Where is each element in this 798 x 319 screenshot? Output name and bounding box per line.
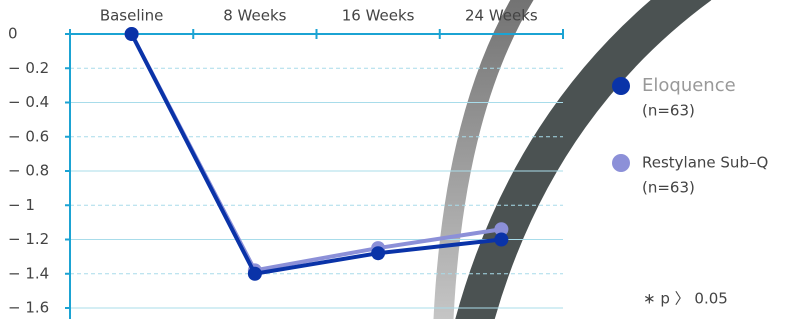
y-tick-label: − 1 bbox=[8, 196, 35, 214]
legend-label: Eloquence bbox=[642, 75, 736, 96]
point bbox=[248, 267, 262, 281]
legend-note: (n=63) bbox=[642, 102, 695, 120]
y-tick-label: − 1.2 bbox=[8, 230, 49, 248]
x-tick-label: Baseline bbox=[100, 7, 164, 25]
y-tick-label: − 0.4 bbox=[8, 93, 49, 111]
plot: 0 − 0.2 − 0.4 − 0.6 − 0.8 − 1 − 1.2 − 1.4 − 1.6 B… bbox=[8, 7, 768, 319]
legend-note: (n=63) bbox=[642, 179, 695, 197]
x-tick-label: 24 Weeks bbox=[465, 7, 538, 25]
y-tick-label: − 0.8 bbox=[8, 162, 49, 180]
chart: 0 − 0.2 − 0.4 − 0.6 − 0.8 − 1 − 1.2 − 1.4 − 1.6 B… bbox=[0, 0, 798, 319]
y-tick-label: 0 bbox=[8, 25, 18, 43]
y-tick-label: − 0.6 bbox=[8, 127, 49, 145]
point bbox=[371, 246, 385, 260]
y-tick-label: − 0.2 bbox=[8, 59, 49, 77]
legend-marker bbox=[612, 154, 630, 172]
point bbox=[125, 27, 139, 41]
y-tick-label: − 1.6 bbox=[8, 299, 49, 317]
legend-label: Restylane Sub–Q bbox=[642, 154, 768, 172]
legend-marker bbox=[612, 77, 630, 95]
point bbox=[494, 233, 508, 247]
x-tick-label: 16 Weeks bbox=[342, 7, 415, 25]
x-tick-label: 8 Weeks bbox=[223, 7, 286, 25]
annotation: ∗ p 〉 0.05 bbox=[643, 290, 728, 308]
y-tick-label: − 1.4 bbox=[8, 264, 49, 282]
